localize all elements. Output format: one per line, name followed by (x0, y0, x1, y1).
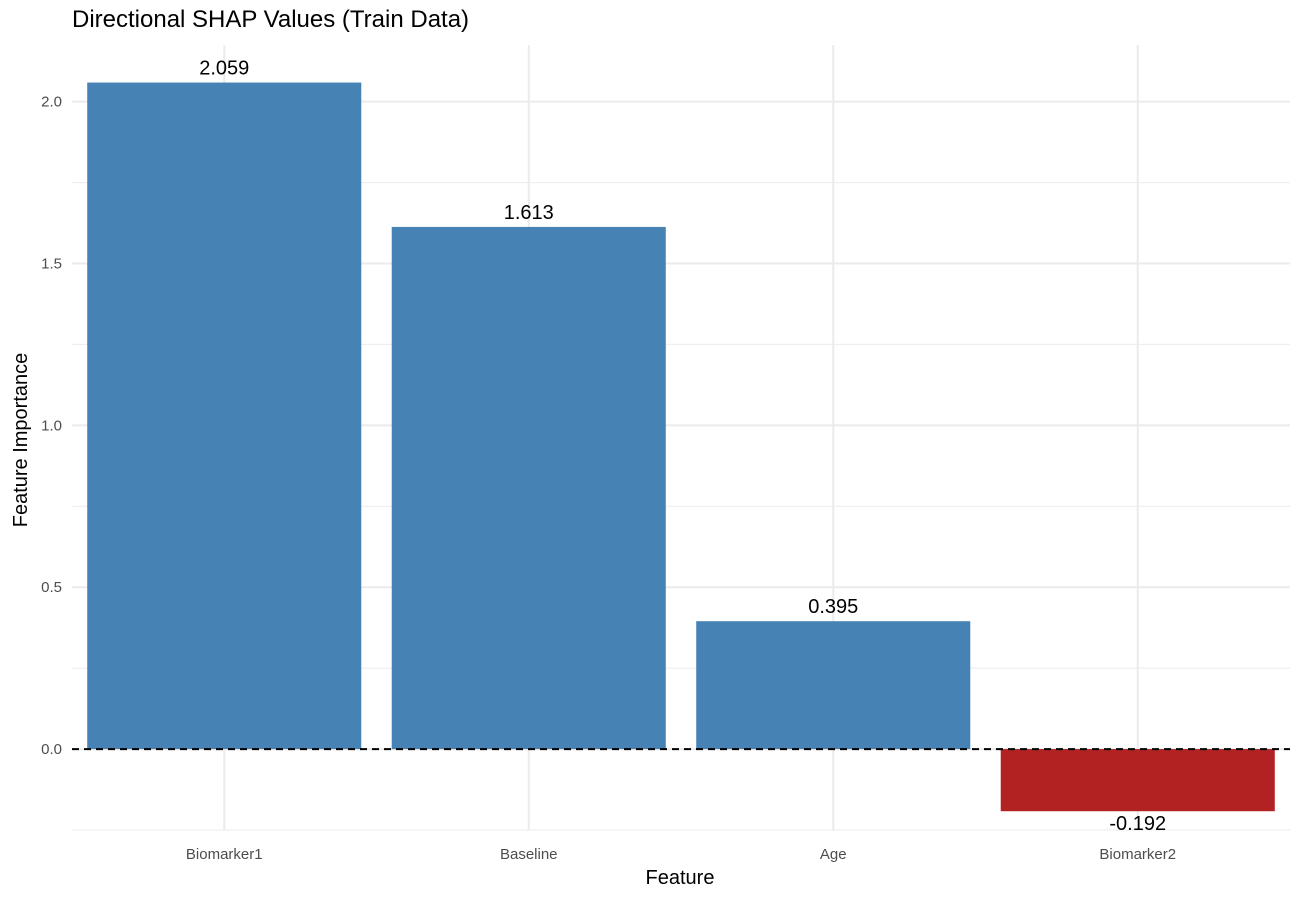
data-labels: 2.059 1.613 0.395 -0.192 (199, 58, 1166, 836)
x-axis-ticks: Biomarker1 Baseline Age Biomarker2 (186, 846, 1176, 863)
data-label: 1.613 (504, 202, 554, 224)
x-tick-label: Age (820, 846, 847, 863)
bar-baseline (391, 226, 666, 750)
bar-age (696, 621, 971, 750)
y-tick-label: 2.0 (41, 94, 62, 111)
data-label: 0.395 (808, 596, 858, 618)
data-label: 2.059 (199, 58, 249, 80)
y-axis-ticks: 0.0 0.5 1.0 1.5 2.0 (41, 94, 62, 758)
y-tick-label: 0.5 (41, 579, 62, 596)
y-tick-label: 1.5 (41, 256, 62, 273)
bars (87, 82, 1275, 812)
bar-biomarker2 (1000, 749, 1275, 812)
x-axis-title: Feature (646, 867, 715, 889)
x-tick-label: Biomarker1 (186, 846, 263, 863)
x-tick-label: Biomarker2 (1099, 846, 1176, 863)
data-label: -0.192 (1109, 813, 1166, 835)
y-tick-label: 0.0 (41, 741, 62, 758)
y-axis-title: Feature Importance (10, 353, 32, 528)
chart-title: Directional SHAP Values (Train Data) (72, 6, 470, 33)
bar-biomarker1 (87, 82, 362, 750)
y-tick-label: 1.0 (41, 417, 62, 434)
x-tick-label: Baseline (500, 846, 558, 863)
